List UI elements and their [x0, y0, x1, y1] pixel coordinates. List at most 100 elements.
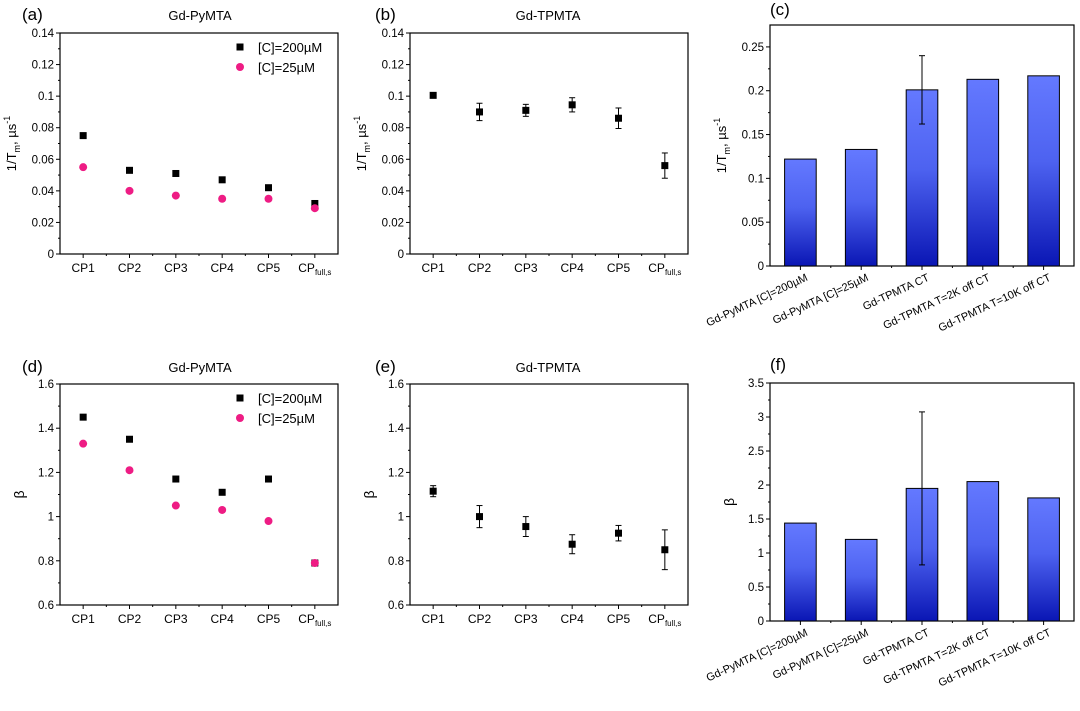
x-tick-label: Gd-PyMTA [C]=200µM: [705, 272, 810, 330]
y-axis-label: 1/Tm, µs-1: [712, 118, 732, 174]
x-tick-label-sub: full,s: [665, 268, 681, 277]
data-point-square: [79, 413, 87, 421]
x-tick-label: CP5: [607, 612, 631, 626]
y-tick-label: 0.1: [38, 91, 54, 103]
data-point-circle: [125, 186, 134, 195]
y-tick-label: 1.6: [388, 379, 404, 391]
data-point-square: [661, 546, 669, 554]
y-axis-label-part: -1: [712, 118, 722, 126]
y-tick-label: 0.15: [742, 130, 764, 142]
data-point-square: [265, 184, 272, 192]
x-tick-label-main: CP4: [560, 612, 584, 626]
y-tick-label: 1: [48, 512, 54, 524]
x-tick-label: CP4: [560, 612, 584, 626]
x-tick-label: CP5: [607, 261, 631, 275]
x-tick-label: CP5: [257, 612, 281, 626]
x-tick-label-sub: full,s: [315, 268, 331, 277]
x-tick-label-main: CP2: [468, 612, 492, 626]
panel-label: (d): [22, 357, 43, 376]
x-tick-label-sub: full,s: [665, 619, 681, 628]
bar: [966, 481, 1000, 622]
x-tick-label-main: CP1: [71, 261, 95, 275]
y-tick-label: 1.2: [38, 467, 54, 479]
x-tick-label-main: CP3: [514, 261, 538, 275]
x-tick-label-main: CP5: [607, 612, 631, 626]
panel-b: (b) Gd-TPMTA 0 0.02 0.04 0.06 0.08 0.1 0.12 0.14 1…: [352, 5, 689, 277]
y-axis-label-part: 1/T: [714, 154, 729, 173]
data-point-circle: [79, 439, 88, 448]
y-tick-label: 0.1: [388, 91, 404, 103]
y-tick-label: 1: [758, 548, 764, 560]
data-point-circle: [125, 466, 134, 475]
y-axis-label-part: -1: [352, 116, 362, 124]
data-point-square: [311, 199, 319, 207]
panel-label: (a): [22, 5, 43, 24]
data-point-square: [568, 540, 576, 548]
y-tick-label: 0: [398, 249, 404, 261]
data-point-square: [265, 475, 272, 483]
y-tick-label: 0.04: [382, 186, 405, 198]
chart-title: Gd-PyMTA: [168, 8, 232, 23]
x-tick-label: CPfull,s: [298, 612, 331, 628]
x-tick-label: CP3: [514, 261, 538, 275]
y-tick-label: 1.4: [38, 423, 55, 435]
x-tick-label-main: CP5: [257, 261, 281, 275]
x-tick-label-main: CP2: [468, 261, 492, 275]
bar: [1027, 75, 1060, 267]
x-tick-label: CP2: [118, 612, 142, 626]
data-point-square: [476, 108, 483, 116]
x-tick-label-main: CP: [648, 261, 665, 275]
x-tick-label: CP3: [164, 261, 188, 275]
data-point-circle: [264, 517, 273, 526]
x-tick-label: Gd-TPMTA T=10K off CT: [937, 272, 1053, 335]
y-tick-label: 0.12: [382, 60, 404, 72]
legend-label: [C]=200µM: [258, 40, 322, 55]
data-point-square: [126, 435, 133, 443]
y-tick-label: 0.05: [742, 217, 764, 229]
x-tick-label: CPfull,s: [298, 261, 331, 277]
x-tick-label: CPfull,s: [648, 261, 681, 277]
data-point-circle: [264, 194, 273, 203]
data-point-circle: [79, 163, 88, 172]
panel-e: (e) Gd-TPMTA 0.6 0.8 1 1.2 1.4 1.6 β CP1 CP2 CP3 CP4…: [361, 357, 689, 628]
x-tick-label: CP4: [210, 612, 234, 626]
y-tick-label: 1: [398, 512, 404, 524]
y-axis-label: β: [721, 498, 737, 506]
y-axis-label-part: m: [362, 145, 372, 153]
y-tick-label: 0.04: [32, 186, 55, 198]
data-point-circle: [171, 501, 180, 510]
y-tick-label: 0.02: [32, 217, 54, 229]
data-point-square: [429, 91, 437, 99]
y-axis-label-part: , µs: [4, 123, 19, 145]
y-tick-label: 0.02: [382, 217, 404, 229]
data-point-square: [172, 169, 180, 177]
x-tick-label-main: CP: [298, 261, 315, 275]
data-point-square: [568, 101, 576, 109]
x-tick-label-main: CP1: [421, 261, 445, 275]
data-point-square: [429, 487, 437, 495]
chart-title: Gd-TPMTA: [516, 360, 581, 375]
data-point-square: [522, 106, 530, 114]
x-tick-label-main: CP4: [210, 261, 234, 275]
data-point-square: [615, 114, 622, 122]
y-tick-label: 0.6: [38, 600, 54, 612]
panel-label: (c): [770, 0, 790, 19]
legend-marker-circle: [236, 63, 244, 71]
x-tick-label: CP3: [514, 612, 538, 626]
x-tick-label-main: CP3: [164, 612, 188, 626]
x-tick-label-main: CP: [648, 612, 665, 626]
data-point-circle: [218, 505, 227, 514]
x-tick-label-main: CP1: [71, 612, 95, 626]
panel-f: (f) 0 0.5 1 1.5 2 2.5 3 3.5 β Gd-PyMTA [C]=200µM Gd…: [705, 355, 1075, 690]
x-tick-label: CP1: [71, 612, 95, 626]
y-tick-label: 3: [758, 412, 764, 424]
y-tick-label: 0.06: [32, 154, 54, 166]
y-tick-label: 0.12: [32, 60, 54, 72]
data-point-square: [79, 132, 87, 140]
x-tick-label-main: CP5: [257, 612, 281, 626]
y-tick-label: 2.5: [748, 446, 764, 458]
x-tick-label-main: CP3: [514, 612, 538, 626]
bar: [784, 158, 817, 267]
y-tick-label: 0: [48, 249, 54, 261]
y-tick-label: 0.1: [748, 173, 764, 185]
